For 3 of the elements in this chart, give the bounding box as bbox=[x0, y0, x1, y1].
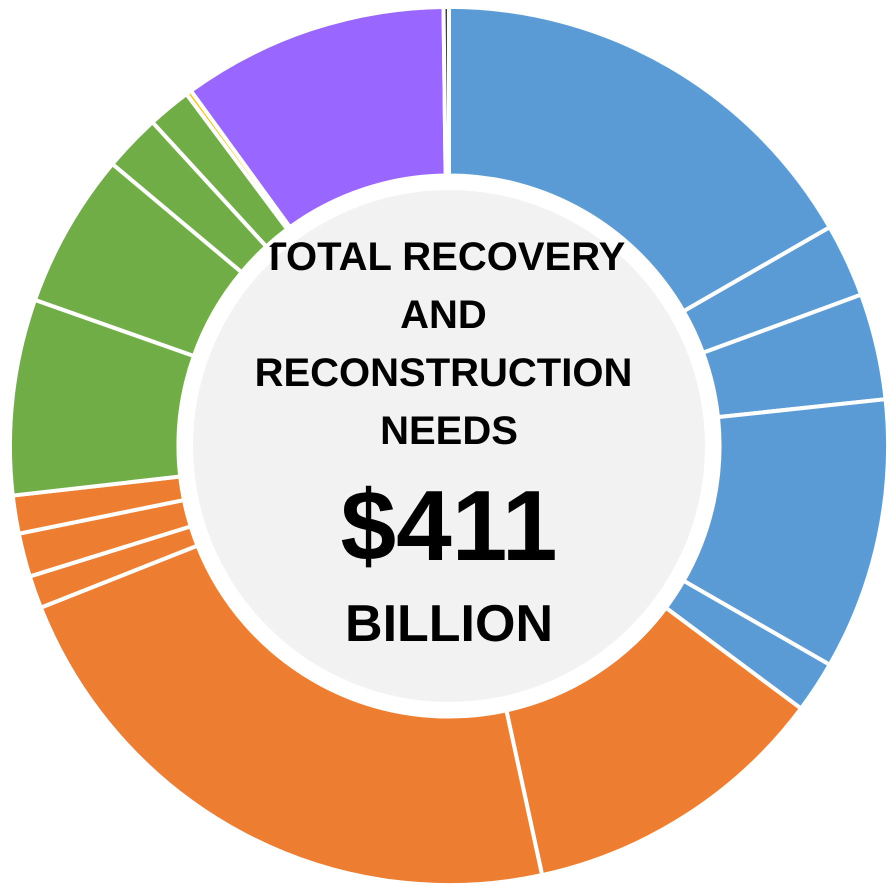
text: TOTAL RECOVERY AND RECONSTRUCTION NEEDS bbox=[254, 235, 644, 453]
text: $411 bbox=[340, 470, 558, 582]
text: BILLION bbox=[345, 595, 553, 653]
